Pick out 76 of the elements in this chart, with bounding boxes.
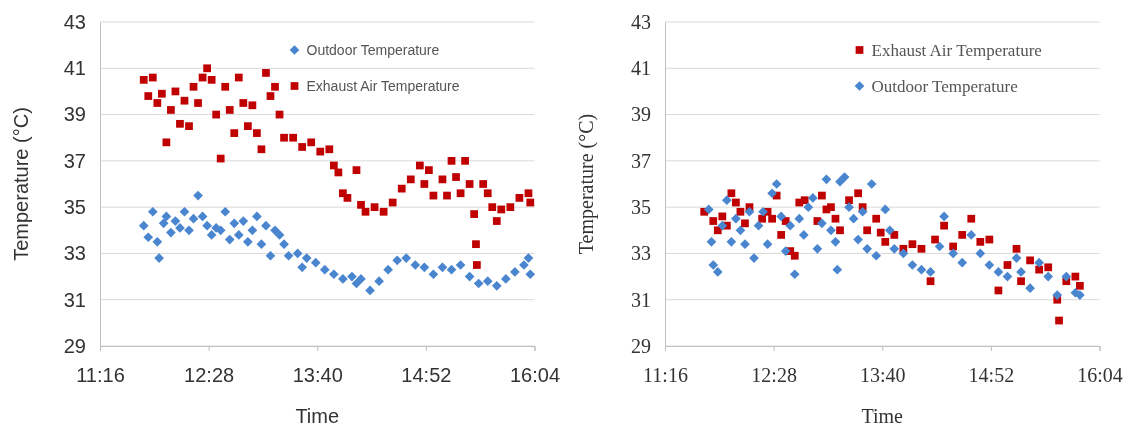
y-tick-label: 41	[630, 57, 651, 80]
y-tick-label: 29	[63, 334, 86, 357]
point	[862, 226, 871, 235]
point	[727, 189, 735, 198]
point	[1003, 261, 1011, 269]
y-tick-label: 43	[630, 10, 651, 33]
point	[1075, 281, 1084, 290]
y-tick-label: 41	[63, 57, 86, 80]
point	[790, 251, 799, 260]
point	[736, 207, 744, 216]
legend-label: Outdoor Temperature	[306, 41, 440, 58]
x-tick-label: 11:16	[642, 364, 688, 386]
x-axis-title: Time	[295, 405, 340, 427]
point	[831, 214, 839, 223]
x-tick-label: 11:16	[76, 364, 125, 386]
y-tick-label: 39	[630, 103, 651, 126]
y-tick-label: 37	[63, 149, 86, 172]
point	[966, 214, 975, 223]
x-tick-label: 14:52	[968, 364, 1014, 386]
x-tick-label: 16:04	[509, 364, 561, 386]
x-axis-title: Time	[860, 405, 903, 427]
point	[926, 277, 934, 286]
point	[930, 235, 939, 244]
y-tick-label: 33	[63, 242, 86, 265]
point	[1070, 272, 1079, 281]
point	[1016, 277, 1025, 286]
y-tick-label: 31	[63, 288, 86, 311]
y-axis-title: Temperature (°C)	[10, 107, 32, 261]
y-axis-title: Temperature (°C)	[574, 113, 598, 255]
point	[1043, 263, 1052, 272]
point	[844, 196, 853, 205]
y-tick-label: 35	[630, 196, 651, 219]
y-tick-label: 39	[63, 103, 86, 126]
point	[917, 244, 925, 253]
point	[871, 214, 880, 223]
y-tick-label: 33	[630, 242, 651, 265]
point	[908, 240, 916, 249]
point	[800, 196, 809, 205]
point	[876, 228, 885, 237]
x-tick-label: 16:04	[1076, 364, 1123, 386]
point	[1054, 316, 1063, 325]
point	[889, 231, 898, 239]
point	[713, 226, 722, 235]
point	[948, 242, 957, 251]
y-tick-label: 29	[630, 334, 651, 357]
point	[776, 231, 785, 239]
point	[853, 189, 862, 198]
x-tick-label: 13:40	[859, 364, 906, 386]
point	[767, 214, 776, 223]
point	[835, 226, 844, 235]
point	[975, 237, 984, 246]
point	[708, 217, 717, 225]
y-tick-label: 31	[630, 288, 651, 311]
point	[939, 221, 948, 230]
x-tick-label: 14:52	[401, 364, 452, 386]
point	[826, 203, 835, 212]
point	[1025, 256, 1034, 265]
legend-label: Exhaust Air Temperature	[306, 77, 460, 94]
point	[984, 235, 993, 244]
point	[740, 219, 749, 228]
x-tick-label: 12:28	[750, 364, 797, 386]
point	[817, 191, 826, 200]
legend-label: Outdoor Temperature	[871, 76, 1018, 96]
point	[1034, 265, 1043, 274]
point	[957, 231, 966, 239]
y-tick-label: 43	[63, 10, 86, 33]
y-tick-label: 35	[63, 196, 86, 219]
x-tick-label: 13:40	[292, 364, 343, 386]
point	[717, 212, 726, 221]
point	[880, 237, 889, 246]
y-tick-label: 37	[630, 149, 651, 172]
point	[731, 198, 740, 207]
point	[757, 214, 766, 223]
x-tick-label: 12:28	[184, 364, 235, 386]
legend-label: Exhaust Air Temperature	[871, 40, 1042, 60]
point	[1012, 244, 1020, 253]
